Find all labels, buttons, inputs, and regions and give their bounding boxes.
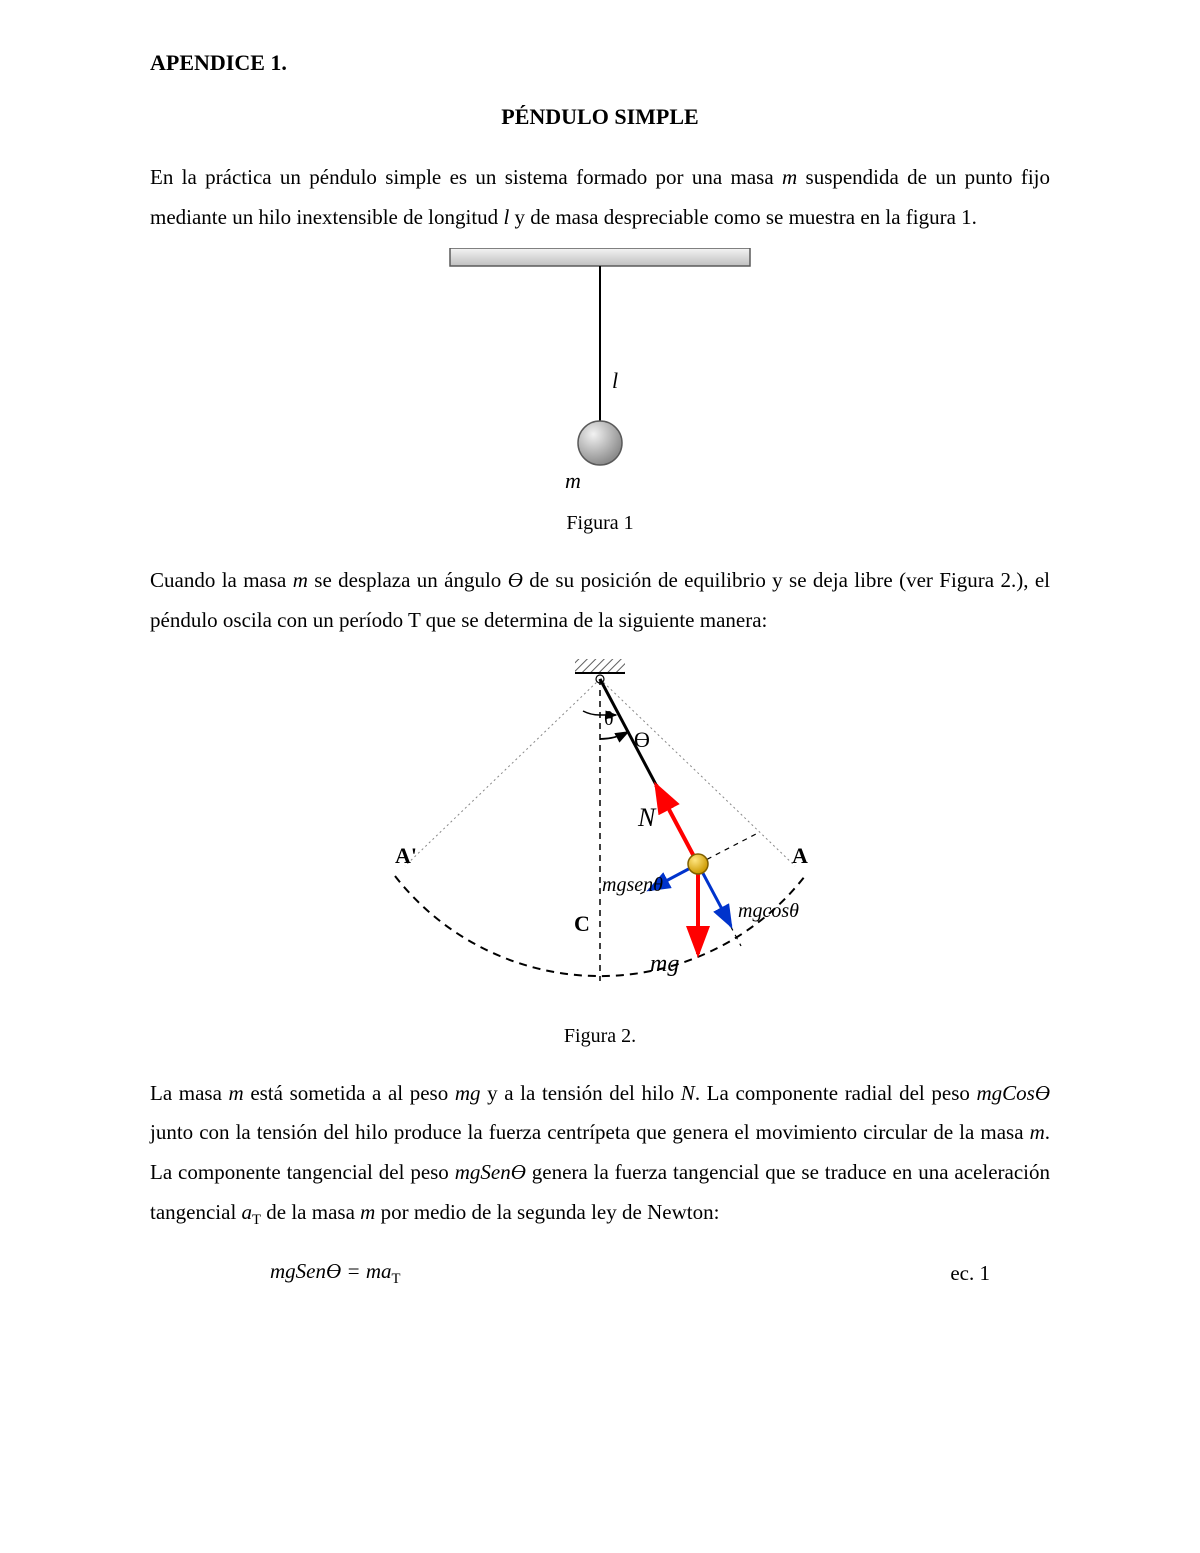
var-mg: mg — [455, 1081, 481, 1105]
figure-2: A' A C θ Ɵ N mgsenθ mgcosθ mg — [150, 651, 1050, 1011]
text: por medio de la segunda ley de Newton: — [375, 1200, 719, 1224]
support-bar — [450, 248, 750, 266]
text: y a la tensión del hilo — [481, 1081, 681, 1105]
equation-1: mgSenƟ = maT ec. 1 — [150, 1259, 1050, 1288]
force-N — [656, 785, 698, 864]
label-C: C — [574, 911, 590, 936]
equation-body: mgSenƟ = maT — [270, 1259, 400, 1288]
text: En la práctica un péndulo simple es un s… — [150, 165, 782, 189]
label-l: l — [612, 368, 618, 393]
appendix-heading: APENDICE 1. — [150, 50, 1050, 76]
text: La masa — [150, 1081, 229, 1105]
dotted-left — [405, 679, 600, 866]
figure-2-caption: Figura 2. — [150, 1025, 1050, 1048]
paragraph-1: En la práctica un péndulo simple es un s… — [150, 158, 1050, 238]
text: junto con la tensión del hilo produce la… — [150, 1120, 1030, 1144]
dotted-right — [600, 679, 795, 866]
label-mgcos: mgcosθ — [738, 900, 799, 922]
text: de la masa — [261, 1200, 360, 1224]
var-mgsen: mgSenƟ — [455, 1160, 526, 1184]
label-theta-big: Ɵ — [634, 727, 650, 752]
paragraph-3: La masa m está sometida a al peso mg y a… — [150, 1074, 1050, 1236]
var-N: N — [681, 1081, 695, 1105]
text: del peso — [379, 1160, 455, 1184]
figure-1: l m — [150, 248, 1050, 498]
ceiling-icon — [575, 659, 625, 673]
text: . La componente radial del peso — [695, 1081, 977, 1105]
var-aT: a — [242, 1200, 253, 1224]
text: y de masa despreciable como se muestra e… — [509, 205, 977, 229]
eq-sub: T — [392, 1272, 401, 1288]
var-mgcos: mgCosƟ — [977, 1081, 1051, 1105]
label-A: A — [792, 843, 808, 868]
figure-1-caption: Figura 1 — [150, 512, 1050, 535]
angle-arc-small — [583, 711, 600, 715]
var-m: m — [229, 1081, 244, 1105]
label-theta-small: θ — [604, 708, 614, 730]
angle-arc-big — [600, 732, 628, 739]
var-aT-sub: T — [252, 1212, 261, 1228]
var-theta: Ɵ — [508, 568, 523, 592]
mass-bob — [688, 854, 708, 874]
var-m2: m — [1030, 1120, 1045, 1144]
label-m: m — [565, 468, 581, 493]
label-Aprime: A' — [395, 843, 417, 868]
eq-lhs: mgSenƟ = ma — [270, 1259, 392, 1283]
pendulum-mass — [578, 421, 622, 465]
var-m3: m — [360, 1200, 375, 1224]
page: APENDICE 1. PÉNDULO SIMPLE En la práctic… — [0, 0, 1200, 1553]
label-mgsen: mgsenθ — [602, 874, 663, 896]
var-m: m — [293, 568, 308, 592]
paragraph-2: Cuando la masa m se desplaza un ángulo Ɵ… — [150, 561, 1050, 641]
equation-label: ec. 1 — [950, 1261, 1050, 1286]
figure-2-svg: A' A C θ Ɵ N mgsenθ mgcosθ mg — [340, 651, 860, 1011]
text: está sometida a al peso — [244, 1081, 455, 1105]
page-title: PÉNDULO SIMPLE — [150, 104, 1050, 130]
label-N: N — [637, 803, 657, 832]
label-mg: mg — [650, 951, 679, 977]
text: se desplaza un ángulo — [308, 568, 508, 592]
text: Cuando la masa — [150, 568, 293, 592]
figure-1-svg: l m — [380, 248, 820, 498]
var-m: m — [782, 165, 797, 189]
